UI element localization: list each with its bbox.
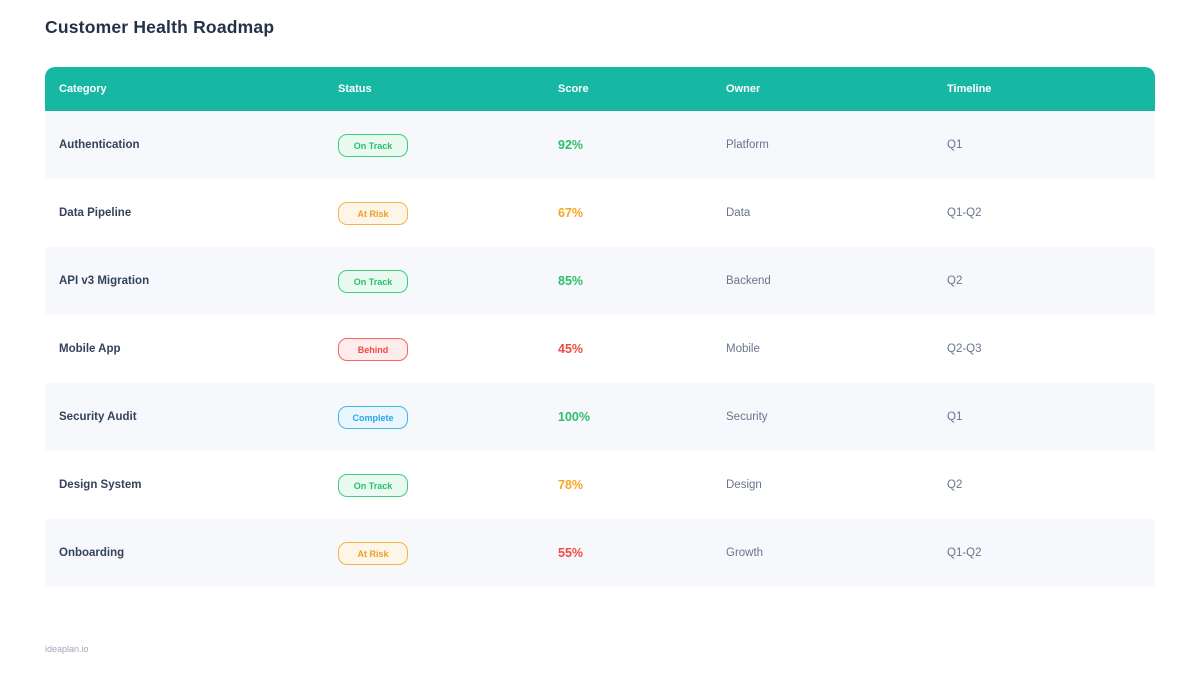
- status-badge: At Risk: [338, 201, 408, 225]
- status-badge: Complete: [338, 405, 408, 429]
- status-cell: On Track: [324, 473, 544, 497]
- column-header-timeline: Timeline: [947, 83, 992, 95]
- page-title: Customer Health Roadmap: [45, 17, 275, 37]
- status-badge: On Track: [338, 269, 408, 293]
- table-row: Onboarding At Risk 55% Growth Q1-Q2: [45, 519, 1155, 587]
- score-value: 67%: [558, 206, 584, 220]
- column-header-owner: Owner: [726, 83, 761, 95]
- timeline-cell: Q2: [947, 275, 963, 287]
- column-header-category: Category: [59, 83, 107, 95]
- page: Customer Health Roadmap Category Status …: [45, 17, 1155, 654]
- timeline-cell: Q1: [947, 139, 963, 151]
- table-header-row: Category Status Score Owner Timeline: [45, 67, 1155, 111]
- category-cell: Data Pipeline: [59, 207, 132, 219]
- roadmap-table: Category Status Score Owner Timeline Aut…: [45, 67, 1155, 587]
- owner-cell: Data: [726, 207, 751, 219]
- timeline-cell: Q2: [947, 479, 963, 491]
- watermark: ideaplan.io: [45, 644, 89, 654]
- status-badge: At Risk: [338, 541, 408, 565]
- status-badge: On Track: [338, 133, 408, 157]
- score-value: 45%: [558, 342, 584, 356]
- score-value: 100%: [558, 410, 590, 424]
- status-cell: Behind: [324, 337, 544, 361]
- score-value: 78%: [558, 478, 584, 492]
- category-cell: Authentication: [59, 139, 140, 151]
- status-cell: At Risk: [324, 541, 544, 565]
- score-value: 55%: [558, 546, 584, 560]
- status-cell: Complete: [324, 405, 544, 429]
- owner-cell: Security: [726, 411, 768, 423]
- table-row: API v3 Migration On Track 85% Backend Q2: [45, 247, 1155, 315]
- owner-cell: Growth: [726, 547, 764, 559]
- score-value: 92%: [558, 138, 584, 152]
- timeline-cell: Q1-Q2: [947, 207, 982, 219]
- timeline-cell: Q2-Q3: [947, 343, 982, 355]
- category-cell: Design System: [59, 479, 142, 491]
- table-row: Data Pipeline At Risk 67% Data Q1-Q2: [45, 179, 1155, 247]
- status-cell: On Track: [324, 133, 544, 157]
- table-row: Authentication On Track 92% Platform Q1: [45, 111, 1155, 179]
- category-cell: Mobile App: [59, 343, 121, 355]
- table-row: Design System On Track 78% Design Q2: [45, 451, 1155, 519]
- table-body: Authentication On Track 92% Platform Q1 …: [45, 111, 1155, 587]
- column-header-status: Status: [338, 83, 372, 95]
- status-badge: On Track: [338, 473, 408, 497]
- owner-cell: Design: [726, 479, 762, 491]
- score-value: 85%: [558, 274, 584, 288]
- timeline-cell: Q1: [947, 411, 963, 423]
- category-cell: Security Audit: [59, 411, 137, 423]
- status-cell: At Risk: [324, 201, 544, 225]
- owner-cell: Backend: [726, 275, 771, 287]
- column-header-score: Score: [558, 83, 589, 95]
- owner-cell: Platform: [726, 139, 769, 151]
- category-cell: Onboarding: [59, 547, 125, 559]
- status-cell: On Track: [324, 269, 544, 293]
- status-badge: Behind: [338, 337, 408, 361]
- owner-cell: Mobile: [726, 343, 760, 355]
- table-row: Mobile App Behind 45% Mobile Q2-Q3: [45, 315, 1155, 383]
- category-cell: API v3 Migration: [59, 275, 150, 287]
- timeline-cell: Q1-Q2: [947, 547, 982, 559]
- table-row: Security Audit Complete 100% Security Q1: [45, 383, 1155, 451]
